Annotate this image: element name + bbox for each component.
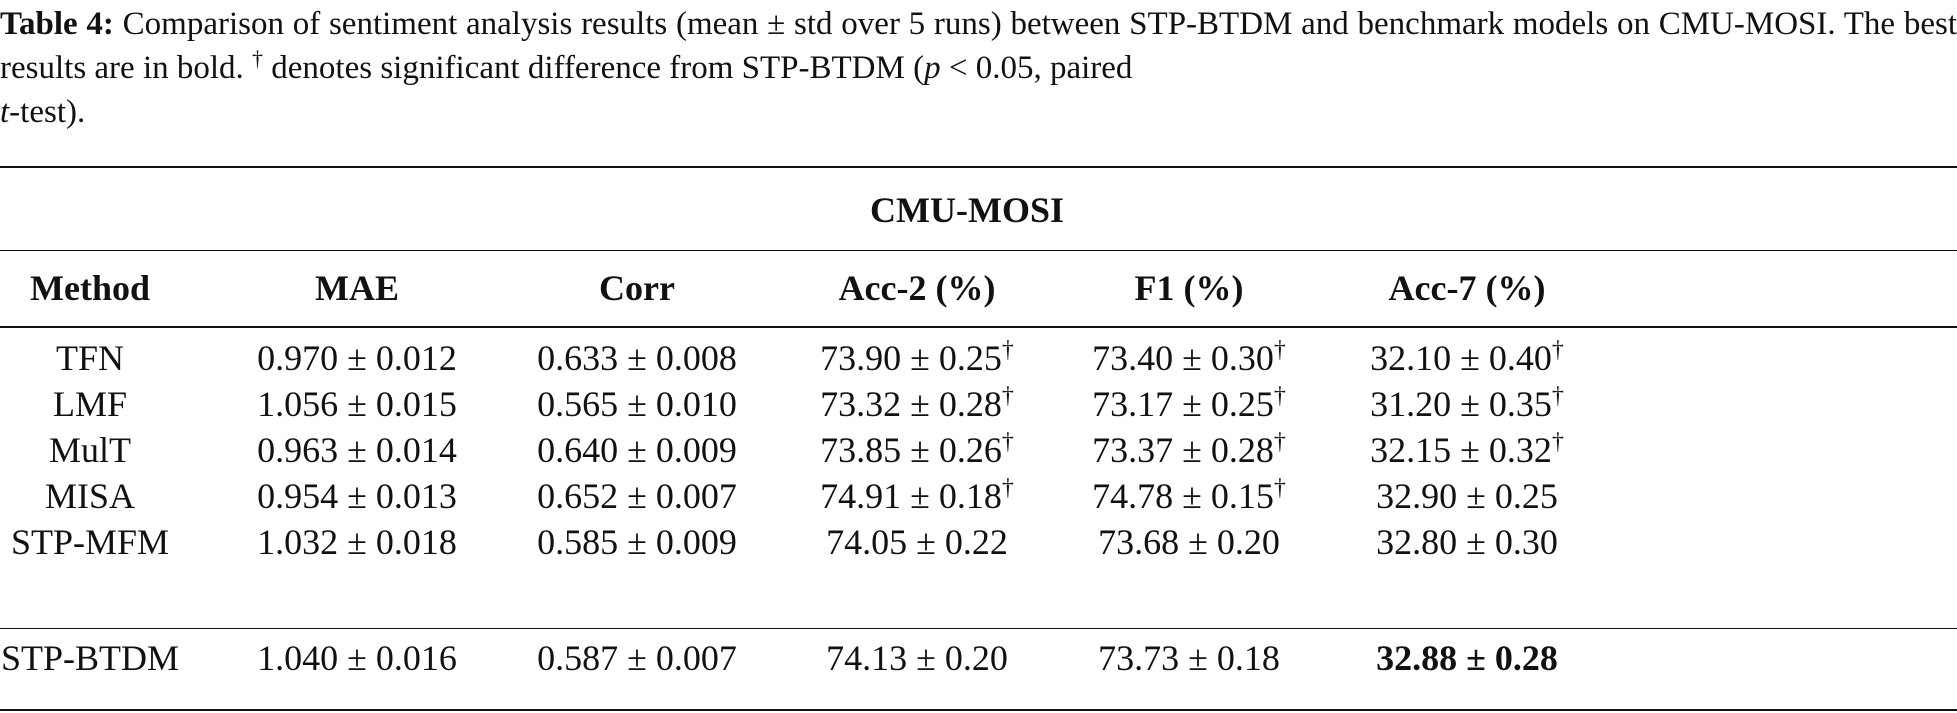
cell-corr: 0.585 ± 0.009 bbox=[537, 522, 737, 562]
caption-label: Table 4: bbox=[0, 6, 114, 42]
significance-dagger: † bbox=[1001, 337, 1014, 363]
cell-corr: 0.565 ± 0.010 bbox=[537, 384, 737, 424]
significance-dagger: † bbox=[1001, 429, 1014, 455]
header-corr: Corr bbox=[599, 268, 675, 308]
cell-acc2: 73.85 ± 0.26† bbox=[820, 429, 1014, 470]
cell-acc7: 32.90 ± 0.25 bbox=[1376, 476, 1558, 516]
cell-acc7: 32.10 ± 0.40† bbox=[1370, 337, 1564, 378]
final-cell-f1: 73.73 ± 0.18 bbox=[1098, 638, 1280, 678]
table-top-rule bbox=[0, 166, 1957, 168]
header-acc2: Acc-2 (%) bbox=[838, 268, 996, 308]
cell-method: LMF bbox=[52, 384, 128, 424]
cell-f1: 73.37 ± 0.28† bbox=[1092, 429, 1286, 470]
caption-text-2: denotes significant difference from STP-… bbox=[263, 50, 925, 86]
cell-corr: 0.652 ± 0.007 bbox=[537, 476, 737, 516]
cell-method: MISA bbox=[44, 476, 136, 516]
cell-f1: 74.78 ± 0.15† bbox=[1092, 475, 1286, 516]
cell-method: MulT bbox=[48, 430, 132, 470]
group-rule bbox=[0, 250, 1957, 251]
final-cell-acc2: 74.13 ± 0.20 bbox=[826, 638, 1008, 678]
cell-f1: 73.17 ± 0.25† bbox=[1092, 383, 1286, 424]
caption-p-symbol: p bbox=[924, 50, 941, 86]
significance-dagger: † bbox=[1551, 383, 1564, 409]
caption-t-symbol: t bbox=[0, 94, 10, 130]
significance-dagger: † bbox=[1001, 383, 1014, 409]
cell-acc2: 73.32 ± 0.28† bbox=[820, 383, 1014, 424]
group-title: CMU-MOSI bbox=[870, 190, 1064, 230]
cell-method: TFN bbox=[55, 338, 125, 378]
significance-dagger: † bbox=[1273, 337, 1286, 363]
significance-dagger: † bbox=[1273, 475, 1286, 501]
table-caption: Table 4: Comparison of sentiment analysi… bbox=[0, 2, 1957, 134]
cell-method: STP-MFM bbox=[10, 522, 170, 562]
caption-text-1: Comparison of sentiment analysis results… bbox=[0, 6, 1957, 86]
cell-mae: 0.954 ± 0.013 bbox=[257, 476, 457, 516]
cell-corr: 0.633 ± 0.008 bbox=[537, 338, 737, 378]
significance-dagger: † bbox=[1273, 429, 1286, 455]
cell-mae: 1.032 ± 0.018 bbox=[257, 522, 457, 562]
cell-corr: 0.640 ± 0.009 bbox=[537, 430, 737, 470]
final-cell-corr: 0.587 ± 0.007 bbox=[537, 638, 737, 678]
header-acc7: Acc-7 (%) bbox=[1388, 268, 1546, 308]
cell-mae: 1.056 ± 0.015 bbox=[257, 384, 457, 424]
significance-dagger: † bbox=[1273, 383, 1286, 409]
cell-f1: 73.68 ± 0.20 bbox=[1098, 522, 1280, 562]
cell-acc2: 73.90 ± 0.25† bbox=[820, 337, 1014, 378]
cell-acc2: 74.91 ± 0.18† bbox=[820, 475, 1014, 516]
header-rule bbox=[0, 326, 1957, 328]
cell-acc7: 31.20 ± 0.35† bbox=[1370, 383, 1564, 424]
cell-acc7: 32.15 ± 0.32† bbox=[1370, 429, 1564, 470]
table-bottom-rule bbox=[0, 709, 1957, 711]
header-f1: F1 (%) bbox=[1134, 268, 1244, 308]
significance-dagger: † bbox=[1551, 337, 1564, 363]
cell-acc7: 32.80 ± 0.30 bbox=[1376, 522, 1558, 562]
cell-mae: 0.963 ± 0.014 bbox=[257, 430, 457, 470]
final-cell-method: STP-BTDM bbox=[0, 638, 180, 678]
significance-dagger: † bbox=[1001, 475, 1014, 501]
cell-mae: 0.970 ± 0.012 bbox=[257, 338, 457, 378]
cell-acc2: 74.05 ± 0.22 bbox=[826, 522, 1008, 562]
final-cell-mae: 1.040 ± 0.016 bbox=[257, 638, 457, 678]
final-cell-acc7-best: 32.88 ± 0.28 bbox=[1376, 638, 1558, 678]
header-mae: MAE bbox=[315, 268, 399, 308]
caption-dagger: † bbox=[252, 46, 264, 71]
header-method: Method bbox=[30, 268, 150, 308]
caption-tail: -test). bbox=[9, 94, 86, 130]
cell-f1: 73.40 ± 0.30† bbox=[1092, 337, 1286, 378]
body-rule bbox=[0, 628, 1957, 629]
significance-dagger: † bbox=[1551, 429, 1564, 455]
caption-p-condition: < 0.05, paired bbox=[940, 50, 1133, 86]
